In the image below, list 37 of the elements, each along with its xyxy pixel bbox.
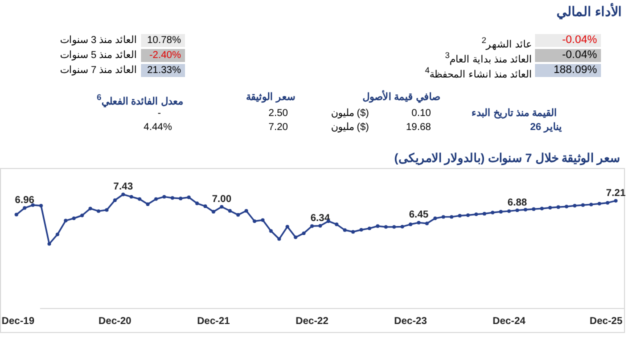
data-label: 7.00 <box>212 194 232 205</box>
text: صافي قيمة الأصول <box>362 91 440 104</box>
x-tick-label: Dec-21 <box>197 316 230 327</box>
text: يناير 26 <box>530 121 562 134</box>
data-label: 6.88 <box>508 197 528 208</box>
text: العائد منذ 3 سنوات <box>60 34 137 47</box>
x-tick-label: Dec-20 <box>98 316 132 327</box>
text: مليون ($) <box>331 121 370 134</box>
text: -0.04% <box>535 49 601 62</box>
text: 2.50 <box>268 107 289 120</box>
x-tick-label: Dec-25 <box>590 316 623 327</box>
x-tick-label: Dec-23 <box>394 316 428 327</box>
chart-title: سعر الوثيقة خلال 7 سنوات (بالدولار الامريكى) <box>394 151 620 166</box>
x-tick-label: Dec-24 <box>492 316 526 327</box>
data-label: 6.96 <box>14 194 35 206</box>
text: مليون ($) <box>331 107 370 120</box>
data-label: 7.43 <box>113 181 134 192</box>
text: 4.44% <box>144 121 173 134</box>
data-label: 6.34 <box>310 212 330 224</box>
text: العائد منذ 7 سنوات <box>60 64 137 77</box>
x-tick-label: Dec-19 <box>2 316 35 327</box>
text: الأداء المالي <box>556 4 622 20</box>
text: العائد منذ 5 سنوات <box>60 49 137 62</box>
text: 21.33% <box>141 64 185 77</box>
text: 0.10 <box>412 107 432 120</box>
text: 7.20 <box>268 121 289 134</box>
text: -2.40% <box>141 49 185 62</box>
text: -0.04% <box>535 34 601 47</box>
data-label: 7.21 <box>606 188 626 199</box>
data-label: 6.45 <box>409 210 429 221</box>
text: سعر الوثيقة <box>246 91 295 104</box>
x-tick-label: Dec-22 <box>296 316 329 327</box>
text: 19.68 <box>406 121 432 134</box>
text: القيمة منذ تاريخ البدء <box>472 107 557 120</box>
text: - <box>158 107 162 120</box>
text: 188.09% <box>535 64 601 77</box>
text: 10.78% <box>141 34 185 47</box>
